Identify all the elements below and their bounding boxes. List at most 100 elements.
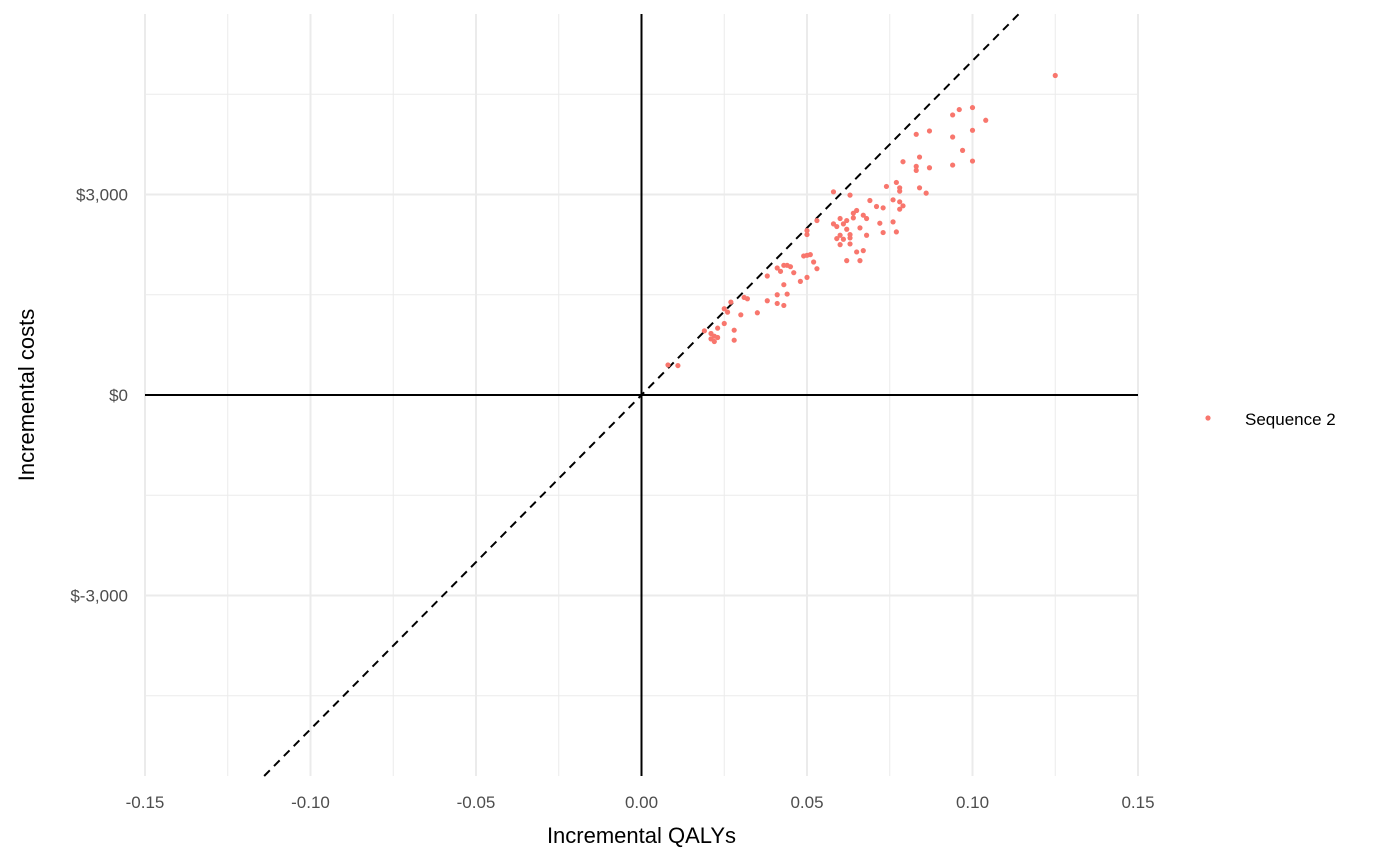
data-point bbox=[731, 327, 737, 333]
threshold-line-group bbox=[263, 13, 1020, 777]
data-point bbox=[860, 248, 866, 254]
data-point bbox=[840, 236, 847, 242]
data-point bbox=[883, 183, 890, 190]
data-point bbox=[781, 262, 787, 268]
data-point bbox=[847, 235, 853, 241]
data-point bbox=[867, 197, 873, 204]
data-point bbox=[893, 229, 899, 235]
data-point bbox=[873, 203, 880, 210]
x-tick-label: 0.05 bbox=[790, 793, 823, 812]
data-point bbox=[950, 134, 956, 140]
data-point bbox=[857, 225, 863, 231]
data-point bbox=[880, 229, 886, 236]
data-point bbox=[969, 104, 976, 111]
x-tick-label: 0.15 bbox=[1121, 793, 1154, 812]
data-point bbox=[837, 215, 843, 222]
data-point bbox=[834, 235, 840, 242]
legend-label-sequence-2: Sequence 2 bbox=[1245, 410, 1336, 429]
data-point bbox=[774, 265, 780, 271]
data-point bbox=[983, 117, 989, 123]
data-point bbox=[916, 154, 923, 160]
data-point bbox=[731, 337, 737, 343]
data-point bbox=[900, 159, 906, 165]
x-axis-title: Incremental QALYs bbox=[547, 823, 736, 848]
legend-key-sequence-2 bbox=[1205, 415, 1211, 421]
x-tick-label: 0.00 bbox=[625, 793, 658, 812]
data-point bbox=[724, 309, 731, 315]
data-point bbox=[834, 223, 840, 230]
data-point bbox=[969, 158, 976, 164]
data-point bbox=[711, 338, 717, 345]
data-point bbox=[715, 334, 721, 341]
data-point bbox=[840, 221, 847, 227]
data-point bbox=[950, 112, 956, 118]
data-point bbox=[926, 128, 933, 134]
data-point bbox=[830, 189, 837, 195]
data-point bbox=[897, 206, 903, 212]
data-point bbox=[791, 270, 797, 276]
legend: Sequence 2 bbox=[1205, 410, 1336, 429]
data-point bbox=[880, 205, 886, 211]
data-point bbox=[897, 188, 903, 194]
y-axis-title: Incremental costs bbox=[14, 309, 39, 481]
data-point bbox=[959, 147, 966, 153]
data-point bbox=[1052, 72, 1058, 79]
data-point bbox=[844, 258, 850, 264]
data-point bbox=[860, 212, 866, 218]
data-point bbox=[781, 302, 787, 309]
data-point bbox=[754, 310, 760, 316]
data-point bbox=[857, 258, 863, 264]
data-point bbox=[890, 197, 896, 203]
data-point bbox=[913, 163, 919, 169]
data-point bbox=[913, 167, 919, 174]
threshold-dashed-line bbox=[263, 13, 1020, 777]
data-point bbox=[774, 300, 780, 307]
data-point bbox=[850, 215, 856, 221]
data-point bbox=[913, 131, 919, 137]
data-point bbox=[701, 328, 707, 334]
x-tick-label: -0.10 bbox=[291, 793, 330, 812]
data-point bbox=[890, 219, 896, 225]
data-point bbox=[721, 320, 727, 327]
y-tick-label: $0 bbox=[109, 386, 128, 405]
x-tick-labels: -0.15 -0.10 -0.05 0.00 0.05 0.10 0.15 bbox=[126, 793, 1155, 812]
data-point bbox=[900, 203, 906, 209]
data-point bbox=[956, 106, 962, 113]
data-point bbox=[675, 362, 681, 369]
data-point bbox=[923, 190, 929, 196]
data-point bbox=[744, 296, 751, 302]
data-point bbox=[804, 227, 810, 234]
data-point bbox=[797, 278, 803, 284]
data-point bbox=[738, 312, 744, 318]
data-point bbox=[781, 282, 787, 288]
data-point bbox=[777, 268, 784, 274]
data-point bbox=[926, 165, 933, 171]
data-point bbox=[728, 299, 734, 305]
y-tick-label: $-3,000 bbox=[70, 587, 128, 606]
data-point bbox=[837, 232, 843, 238]
data-point bbox=[877, 220, 883, 226]
x-tick-label: 0.10 bbox=[956, 793, 989, 812]
data-point bbox=[721, 306, 727, 312]
data-point bbox=[847, 241, 853, 247]
data-point bbox=[787, 264, 794, 270]
data-point bbox=[844, 226, 850, 232]
x-tick-label: -0.15 bbox=[126, 793, 165, 812]
x-tick-label: -0.05 bbox=[457, 793, 496, 812]
data-points bbox=[665, 72, 1058, 369]
data-point bbox=[715, 325, 721, 331]
data-point bbox=[837, 242, 843, 248]
data-point bbox=[764, 298, 770, 304]
data-point bbox=[854, 249, 860, 255]
data-point bbox=[897, 199, 903, 205]
data-point bbox=[893, 179, 899, 186]
data-point bbox=[814, 217, 820, 224]
data-point bbox=[814, 266, 820, 272]
data-point bbox=[784, 291, 790, 297]
data-point bbox=[804, 252, 810, 258]
y-tick-label: $3,000 bbox=[76, 185, 128, 204]
data-point bbox=[950, 162, 956, 168]
data-point bbox=[847, 192, 853, 198]
